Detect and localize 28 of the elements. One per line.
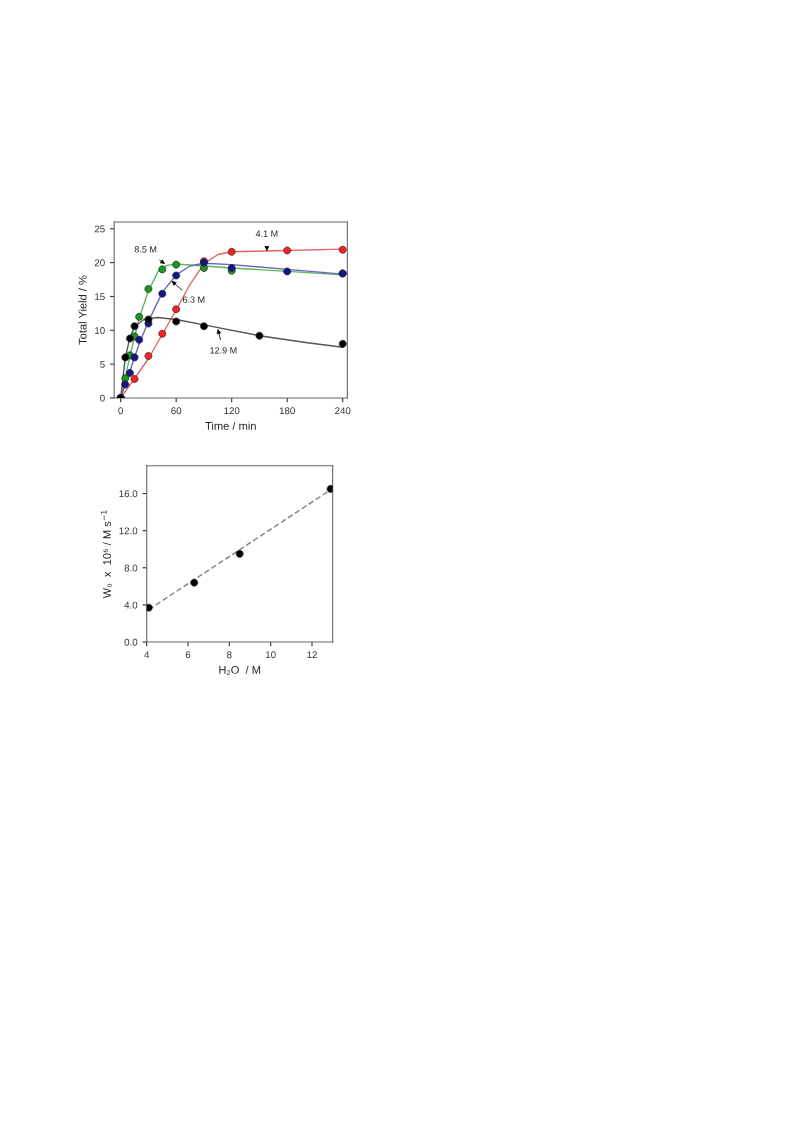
x-tick-label: 120 [224,407,240,415]
y-tick-label: 15 [95,293,105,301]
x-tick-label: 4 [144,651,150,659]
annotation: 4.1 M [255,230,278,237]
y-axis-title: Total Yield / % [78,275,87,345]
x-axis-title: Time / min [205,421,256,430]
x-tick-label: 8 [227,651,232,659]
y-tick-label: 20 [94,259,105,267]
y-tick-label: 4.0 [124,601,138,609]
x-tick-label: 10 [266,651,276,659]
x-tick-label: 180 [279,407,295,415]
annotation: 12.9 M [210,347,237,354]
x-axis-title: H₂O / M [219,665,261,675]
y-axis-title: W₀ x 10⁶ / M s$^{−1}$ [100,510,112,599]
x-tick-label: 6 [185,651,191,659]
x-tick-label: 12 [307,651,317,659]
annotation: 6.3 M [182,296,205,303]
y-tick-label: 0 [100,394,105,402]
y-tick-label: 16.0 [119,490,138,498]
x-tick-label: 60 [171,407,182,415]
y-tick-label: 0.0 [124,638,138,646]
annotation: 8.5 M [134,246,157,253]
y-tick-label: 10 [95,327,105,334]
y-tick-label: 25 [94,225,105,233]
y-tick-label: 5 [100,360,105,368]
y-tick-label: 8.0 [124,564,138,572]
x-tick-label: 240 [335,407,351,415]
y-tick-label: 12.0 [119,527,138,535]
